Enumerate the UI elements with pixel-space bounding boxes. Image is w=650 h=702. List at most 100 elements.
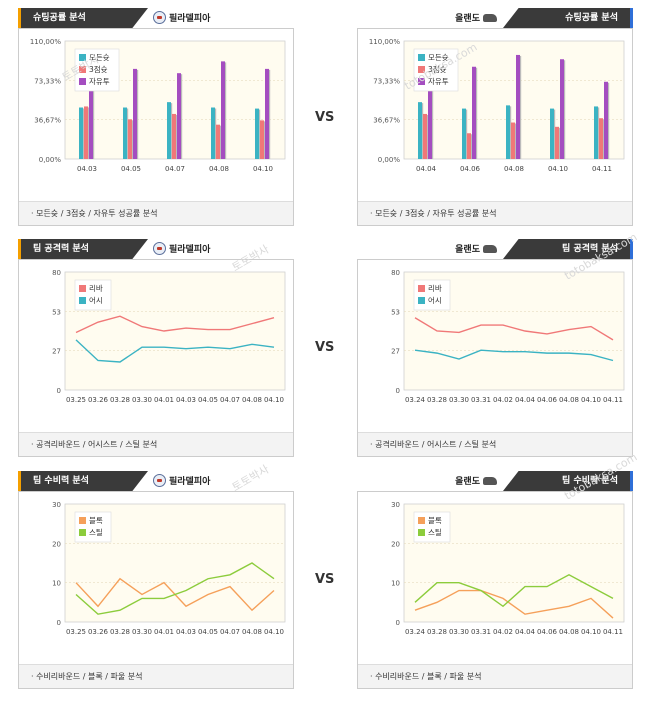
- x-tick-label: 04.07: [165, 165, 185, 173]
- x-tick-label: 04.01: [154, 628, 174, 636]
- x-tick-label: 04.11: [592, 165, 612, 173]
- legend-swatch: [79, 54, 86, 61]
- bar: [550, 108, 554, 159]
- legend-label: 어시: [89, 295, 103, 305]
- x-tick-label: 04.10: [264, 396, 284, 404]
- legend-label: 스틸: [89, 528, 103, 537]
- x-tick-label: 04.10: [581, 628, 601, 636]
- x-tick-label: 04.11: [603, 396, 623, 404]
- bar: [265, 68, 269, 159]
- bar: [260, 120, 264, 159]
- bar-shadow: [466, 109, 468, 159]
- chart-box: 80 53 27 0 03.25 03.26 03.28 03.30 04.01 04.03 04.…: [18, 259, 294, 457]
- car-icon: [483, 13, 497, 22]
- x-tick-label: 04.08: [504, 165, 524, 173]
- series-line: [414, 317, 614, 341]
- bar-shadow: [88, 107, 90, 159]
- bar-shadow: [171, 103, 173, 159]
- bar-shadow: [427, 114, 429, 159]
- legend-label: 리바: [428, 283, 442, 293]
- panel-2: 팀 공격력 분석 필라델피아 80 53 27 0 03.25 03.26 03.28 03.30…: [18, 239, 294, 457]
- bar: [423, 113, 427, 159]
- x-tick-label: 04.03: [176, 628, 196, 636]
- bar-shadow: [564, 60, 566, 159]
- chart-svg: 110,00% 73,33% 36,67% 0,00% 04.03 04.05 04.07 0…: [30, 38, 286, 173]
- x-tick-label: 03.25: [66, 628, 86, 636]
- legend-swatch: [79, 78, 86, 85]
- x-tick-label: 03.28: [427, 628, 447, 636]
- bar-shadow: [181, 74, 183, 159]
- panel-header: 슈팅공률 분석 올랜도: [357, 8, 633, 28]
- chart-box: 30 20 10 0 03.24 03.28 03.30 03.31 04.02 04.04 04.…: [357, 491, 633, 689]
- bar: [516, 54, 520, 160]
- team-name: 필라델피아: [153, 242, 210, 255]
- team-name: 올랜도: [455, 242, 497, 255]
- team-logo-icon: [153, 242, 166, 255]
- legend-swatch: [79, 66, 86, 73]
- bar: [472, 66, 476, 159]
- x-tick-label: 04.08: [242, 396, 262, 404]
- team-name: 필라델피아: [153, 11, 210, 24]
- y-tick-label: 0,00%: [378, 156, 401, 164]
- bar-shadow: [264, 121, 266, 159]
- y-tick-label: 53: [391, 308, 400, 316]
- bar: [172, 113, 176, 159]
- chart-svg: 110,00% 73,33% 36,67% 0,00% 04.04 04.06 04.08 0…: [369, 38, 625, 173]
- bar-shadow: [608, 82, 610, 159]
- bar: [255, 108, 259, 159]
- x-tick-label: 04.10: [548, 165, 568, 173]
- team-label: 필라델피아: [169, 245, 211, 255]
- x-tick-label: 04.10: [253, 165, 273, 173]
- chart-box: 30 20 10 0 03.25 03.26 03.28 03.30 04.01 04.03 04.…: [18, 491, 294, 689]
- legend-label: 블록: [89, 516, 103, 525]
- panel-title: 팀 공격력 분석: [18, 239, 148, 259]
- series-line: [75, 562, 275, 615]
- panel-4: 팀 수비력 분석 필라델피아 30 20 10 0 03.25 03.26 03.28 03.30…: [18, 471, 294, 689]
- bar-shadow: [432, 66, 434, 159]
- bar-shadow: [93, 75, 95, 159]
- legend-swatch: [418, 297, 425, 304]
- chart-caption: · 수비리바운드 / 블록 / 파울 분석: [358, 664, 632, 688]
- series-line: [414, 349, 614, 362]
- team-logo-icon: [153, 11, 166, 24]
- y-tick-label: 0,00%: [39, 156, 62, 164]
- series-line: [75, 315, 275, 334]
- car-icon: [483, 244, 497, 253]
- x-tick-label: 04.05: [198, 396, 218, 404]
- bar-shadow: [215, 108, 217, 159]
- panel-title: 팀 수비력 분석: [18, 471, 148, 491]
- panel-header: 팀 공격력 분석 필라델피아: [18, 239, 294, 259]
- legend-swatch: [418, 529, 425, 536]
- chart-caption: · 수비리바운드 / 블록 / 파울 분석: [19, 664, 293, 688]
- x-tick-label: 04.11: [603, 628, 623, 636]
- bar-shadow: [83, 108, 85, 159]
- y-tick-label: 0: [57, 619, 61, 627]
- y-tick-label: 27: [52, 348, 61, 356]
- chart-caption: · 공격리바운드 / 어시스트 / 스틸 분석: [358, 432, 632, 456]
- bar: [555, 126, 559, 159]
- bar: [467, 133, 471, 159]
- bar-shadow: [520, 55, 522, 160]
- x-tick-label: 04.06: [537, 628, 558, 636]
- panel-header: 팀 공격력 분석 올랜도: [357, 239, 633, 259]
- bar-shadow: [220, 125, 222, 159]
- bar-shadow: [132, 120, 134, 159]
- y-tick-label: 0: [57, 387, 61, 395]
- team-logo-icon: [153, 474, 166, 487]
- bar-shadow: [137, 69, 139, 159]
- bar-shadow: [554, 109, 556, 159]
- panel-title: 슈팅공률 분석: [503, 8, 633, 28]
- legend-label: 블록: [428, 516, 442, 525]
- x-tick-label: 04.05: [198, 628, 218, 636]
- series-line: [414, 574, 614, 608]
- panel-5: 팀 수비력 분석 올랜도 30 20 10 0 03.24 03.28 03.30 03.31 04…: [357, 471, 633, 689]
- y-tick-label: 36,67%: [34, 117, 61, 125]
- chart-caption: · 모든슛 / 3점슛 / 자유투 성공률 분석: [358, 201, 632, 225]
- legend-label: 모든슛: [89, 53, 110, 62]
- x-tick-label: 03.30: [132, 396, 152, 404]
- bar: [84, 106, 88, 159]
- chart-box: 110,00% 73,33% 36,67% 0,00% 04.04 04.06 04.08 0…: [357, 28, 633, 226]
- panel-0: 슈팅공률 분석 필라델피아 110,00% 73,33% 36,67% 0,00% 04.0…: [18, 8, 294, 226]
- legend-swatch: [79, 529, 86, 536]
